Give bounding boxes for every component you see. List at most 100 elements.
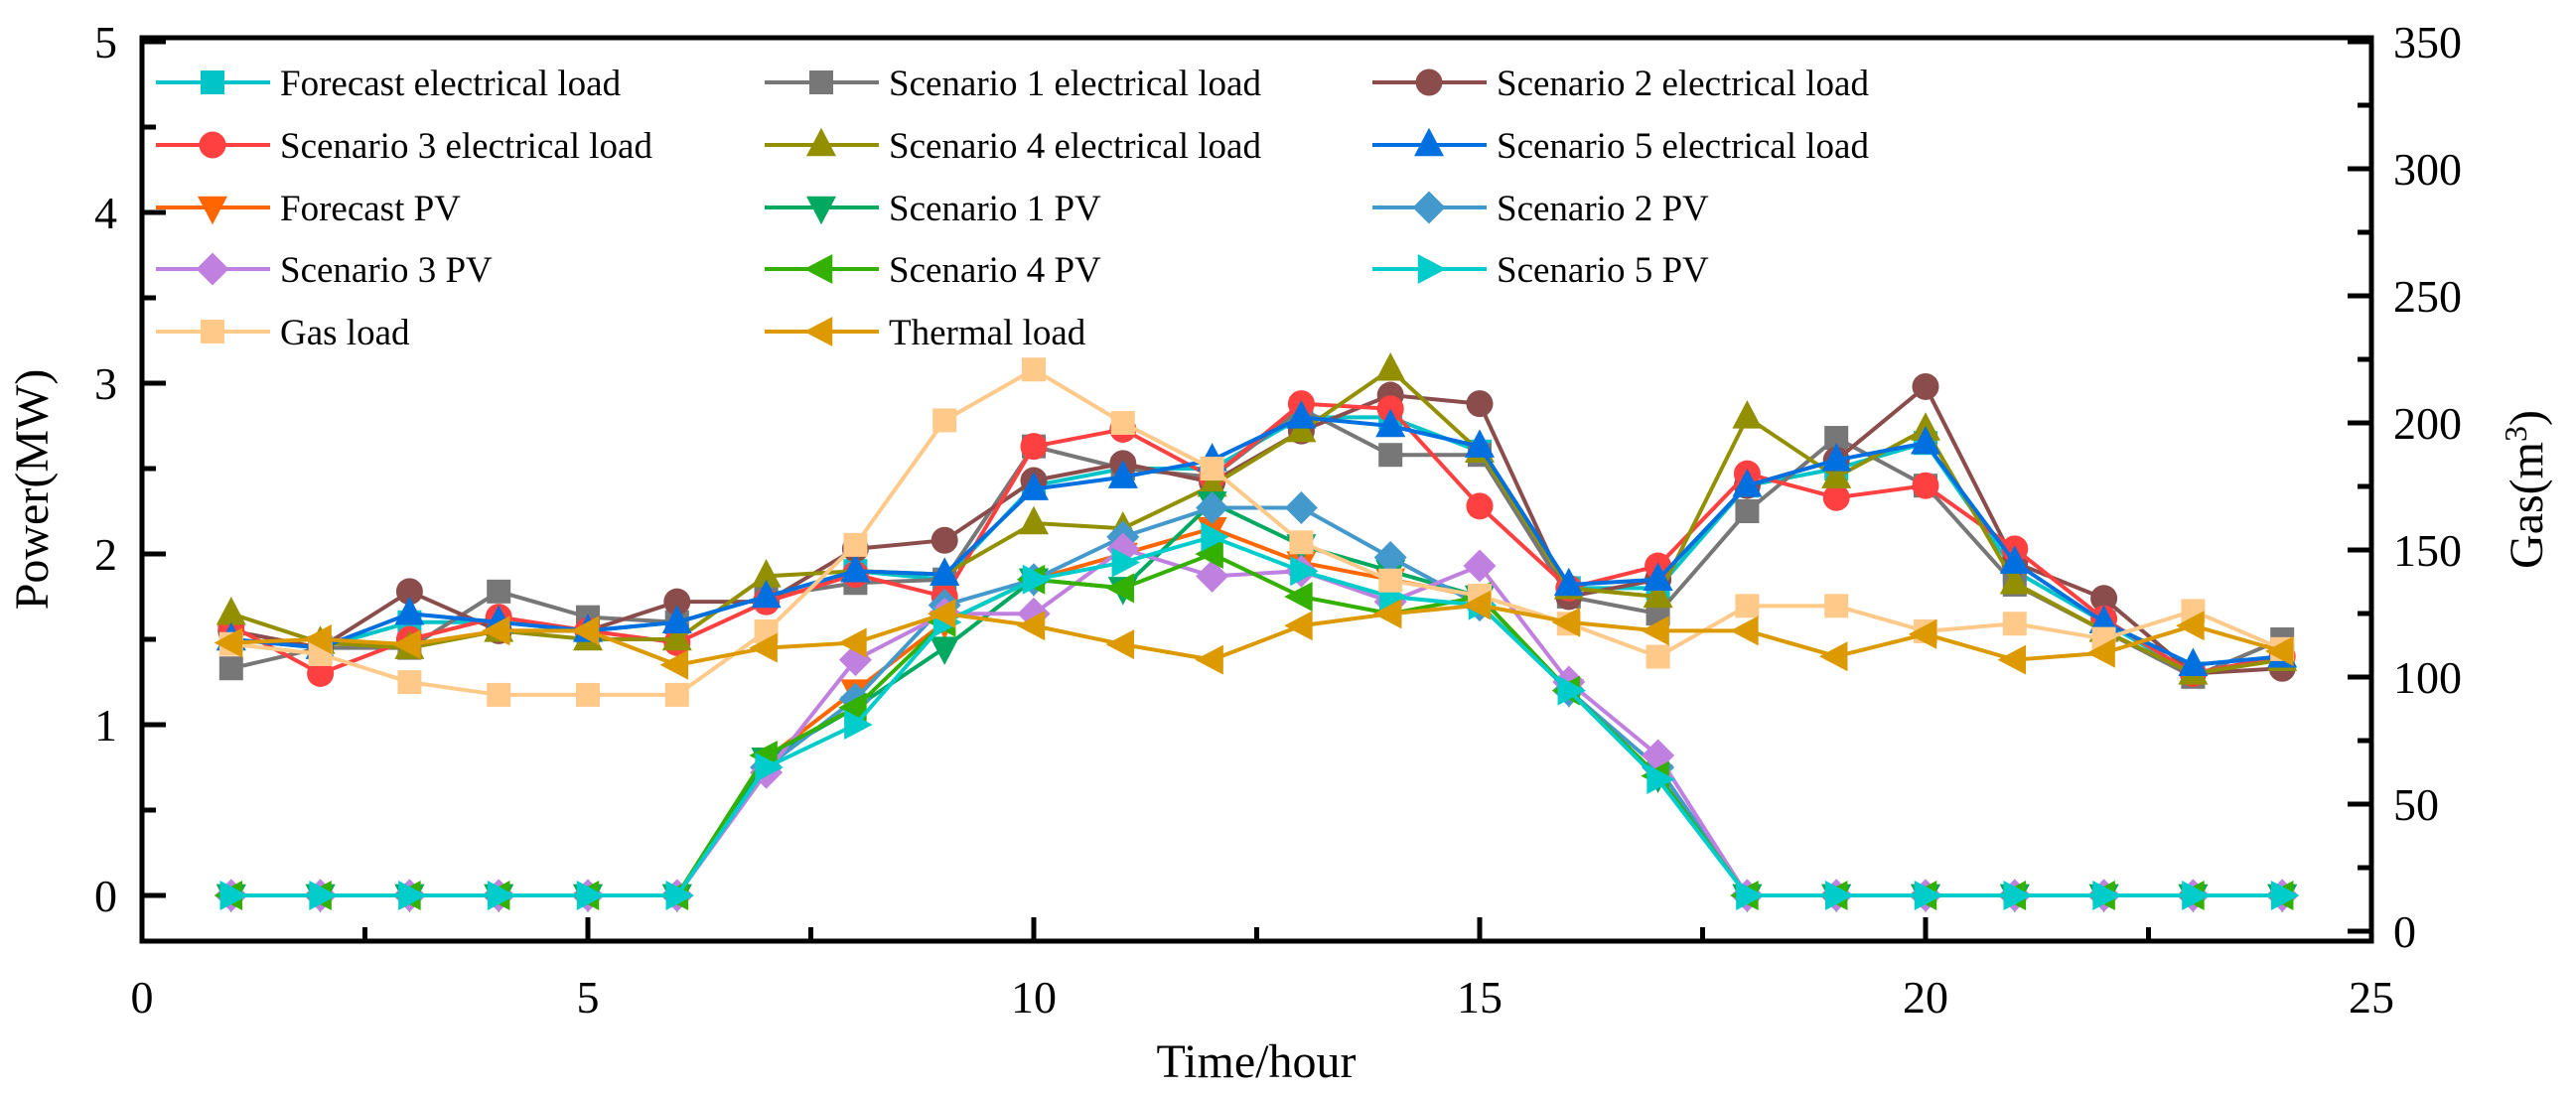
- data-point: [576, 682, 600, 707]
- legend-marker: [803, 317, 833, 346]
- data-point: [1997, 644, 2027, 675]
- data-point: [2182, 881, 2211, 910]
- data-point: [570, 615, 600, 646]
- y2-axis-title-close: ): [2501, 410, 2553, 426]
- y2-tick-label: 150: [2393, 525, 2462, 576]
- x-tick-label: 15: [1457, 972, 1503, 1023]
- data-point: [1111, 547, 1141, 578]
- data-point: [1372, 599, 1402, 629]
- y-tick-label: 1: [94, 700, 117, 751]
- data-point: [487, 579, 511, 604]
- data-point: [1643, 579, 1673, 609]
- data-point: [1022, 564, 1052, 595]
- legend-marker: [1415, 68, 1443, 96]
- data-point: [1730, 615, 1759, 646]
- data-point: [307, 659, 335, 687]
- data-point: [1466, 492, 1494, 520]
- data-point: [219, 881, 249, 910]
- legend-label: Scenario 5 electrical load: [1497, 126, 1869, 167]
- series-line: [230, 406, 2283, 680]
- legend: Forecast electrical load Scenario 1 elect…: [156, 64, 1869, 353]
- legend-label: Scenario 2 electrical load: [1497, 64, 1869, 104]
- data-point: [1999, 545, 2030, 574]
- data-point: [394, 596, 425, 625]
- series-scenario-4-electrical-load: [215, 351, 2298, 685]
- data-point: [1824, 881, 1854, 910]
- data-point: [1914, 881, 1943, 910]
- data-point: [1999, 565, 2030, 595]
- data-point: [2003, 881, 2033, 910]
- data-point: [1284, 611, 1313, 641]
- legend-marker: [1414, 127, 1444, 157]
- legend-marker: [1412, 191, 1446, 224]
- data-point: [2176, 611, 2205, 641]
- legend-marker: [201, 320, 224, 343]
- data-point: [1110, 411, 1135, 435]
- data-point: [838, 627, 867, 658]
- legend-item: Scenario 5 PV: [1372, 250, 1709, 291]
- data-point: [755, 752, 784, 782]
- data-point: [1822, 483, 1850, 511]
- data-point: [751, 559, 782, 588]
- legend-label: Gas load: [280, 313, 410, 353]
- y2-tick-label: 0: [2393, 906, 2416, 957]
- data-point: [1195, 644, 1223, 675]
- legend-label: Scenario 2 PV: [1497, 189, 1709, 229]
- data-point: [1290, 556, 1319, 587]
- data-point: [751, 579, 782, 609]
- legend-label: Thermal load: [889, 313, 1086, 353]
- data-point: [1736, 881, 1765, 910]
- data-point: [2002, 612, 2027, 636]
- legend-label: Scenario 3 electrical load: [280, 126, 652, 167]
- data-point: [1557, 675, 1587, 706]
- data-point: [481, 615, 510, 646]
- data-point: [1466, 390, 1494, 418]
- data-point: [1197, 468, 1227, 497]
- data-point: [665, 881, 695, 910]
- data-point: [659, 649, 689, 680]
- data-point: [1375, 408, 1406, 438]
- y2-axis-title: Gas(m3): [2498, 410, 2553, 569]
- data-point: [1821, 460, 1852, 488]
- data-point: [1020, 433, 1048, 461]
- legend-item: Gas load: [156, 313, 410, 353]
- data-point: [843, 532, 868, 557]
- data-point: [1735, 594, 1760, 618]
- data-point: [1016, 611, 1046, 641]
- data-point: [661, 605, 692, 634]
- data-point: [663, 588, 691, 615]
- data-point: [1553, 567, 1584, 597]
- data-point: [398, 881, 427, 910]
- legend-item: Forecast electrical load: [156, 64, 622, 104]
- data-point: [2086, 637, 2115, 668]
- legend-label: Scenario 1 PV: [889, 189, 1101, 229]
- legend-marker: [803, 254, 833, 284]
- data-point: [1201, 521, 1229, 552]
- data-point: [303, 624, 332, 654]
- y-tick-label: 5: [94, 17, 117, 68]
- data-point: [927, 599, 956, 629]
- legend-item: Forecast PV: [156, 189, 461, 229]
- y-tick-label: 0: [94, 871, 117, 921]
- legend-marker: [806, 196, 836, 225]
- data-point: [2178, 647, 2209, 677]
- legend-item: Scenario 1 electrical load: [765, 64, 1261, 104]
- y2-tick-label: 250: [2393, 271, 2462, 322]
- data-point: [1732, 400, 1763, 429]
- legend-label: Scenario 1 electrical load: [889, 64, 1261, 104]
- data-point: [1286, 400, 1317, 429]
- data-point: [392, 629, 421, 660]
- legend-item: Scenario 5 electrical load: [1372, 126, 1869, 167]
- data-point: [2088, 605, 2119, 634]
- y2-tick-label: 100: [2393, 652, 2462, 703]
- legend-item: Scenario 3 PV: [156, 250, 493, 291]
- y2-tick-label: 200: [2393, 398, 2462, 449]
- data-point: [661, 621, 692, 651]
- data-point: [1908, 618, 1937, 649]
- series-line: [230, 546, 2283, 897]
- series-scenario-4-pv: [214, 539, 2294, 910]
- data-point: [1462, 590, 1492, 620]
- data-point: [1289, 530, 1314, 555]
